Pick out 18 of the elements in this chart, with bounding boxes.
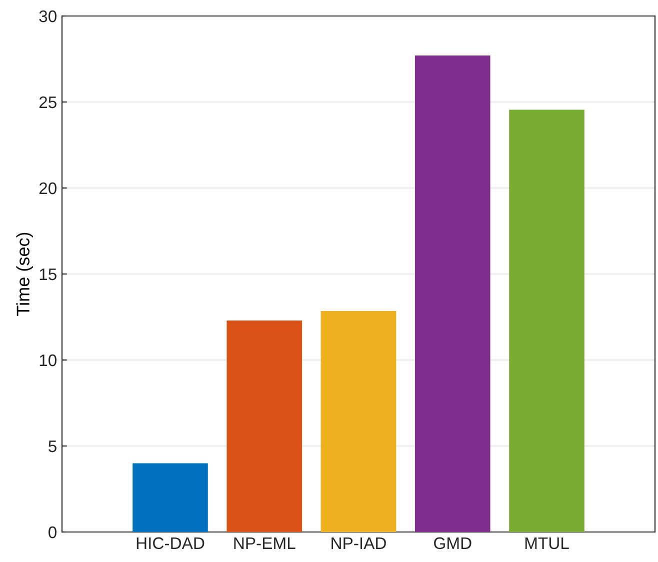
x-tick-label: NP-EML xyxy=(234,537,296,549)
bar xyxy=(414,56,490,532)
y-tick-label: 20 xyxy=(39,182,56,194)
y-tick-label: 5 xyxy=(48,440,56,452)
y-tick-label: 15 xyxy=(40,268,56,280)
y-tick-label: 30 xyxy=(39,10,56,22)
y-tick-label: 10 xyxy=(40,354,56,366)
x-tick-label: NP-IAD xyxy=(332,537,386,549)
x-tick-label: GMD xyxy=(434,537,472,550)
y-axis-title: Time (sec) xyxy=(16,232,34,316)
bar xyxy=(509,110,584,532)
x-tick-label: HIC-DAD xyxy=(136,537,204,550)
y-tick-label: 25 xyxy=(39,96,56,108)
bar xyxy=(226,320,302,532)
x-tick-label: MTUL xyxy=(525,537,569,550)
bar xyxy=(320,310,396,532)
y-tick-label: 0 xyxy=(48,526,56,538)
bar xyxy=(132,463,208,532)
